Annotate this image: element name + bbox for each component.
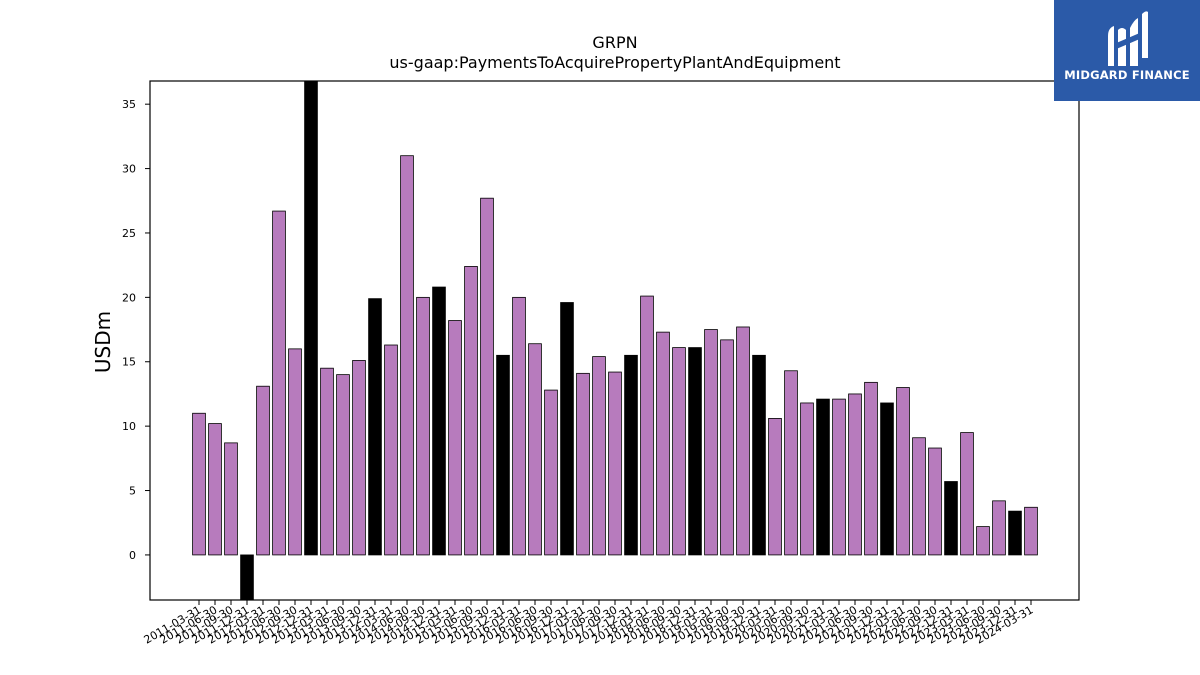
bar bbox=[624, 354, 638, 556]
bar bbox=[896, 387, 910, 556]
bar bbox=[1008, 510, 1022, 556]
y-tick-label: 35 bbox=[122, 98, 136, 111]
x-ticks-group: 2011-03-312011-06-302011-09-302011-12-31… bbox=[142, 600, 1036, 647]
bar bbox=[336, 374, 350, 556]
bar bbox=[288, 348, 302, 556]
bar bbox=[272, 210, 286, 556]
y-tick-label: 20 bbox=[122, 291, 136, 304]
bar bbox=[512, 296, 526, 556]
bar bbox=[800, 402, 814, 556]
bar bbox=[256, 385, 270, 556]
bar bbox=[576, 372, 590, 556]
bar bbox=[416, 296, 430, 556]
y-ticks-group: 0 5 10 15 20 25 30 35 bbox=[122, 98, 150, 562]
bar bbox=[752, 354, 766, 556]
bar bbox=[816, 398, 830, 556]
bar bbox=[432, 286, 446, 556]
bar bbox=[784, 370, 798, 556]
bar bbox=[848, 393, 862, 556]
bar bbox=[224, 442, 238, 556]
bar bbox=[304, 80, 318, 556]
brand-logo: MIDGARD FINANCE bbox=[1054, 0, 1200, 101]
bars-group bbox=[192, 80, 1038, 601]
bar bbox=[384, 344, 398, 556]
y-tick-label: 15 bbox=[122, 356, 136, 369]
bar bbox=[960, 432, 974, 556]
bar bbox=[928, 447, 942, 556]
plot-frame bbox=[149, 80, 1080, 601]
bar bbox=[496, 354, 510, 556]
bar bbox=[656, 331, 670, 556]
chart-subtitle: us-gaap:PaymentsToAcquirePropertyPlantAn… bbox=[389, 53, 840, 72]
y-tick-label: 5 bbox=[129, 485, 136, 498]
y-tick-label: 25 bbox=[122, 227, 136, 240]
bar bbox=[864, 381, 878, 556]
bar bbox=[912, 437, 926, 556]
bar bbox=[1024, 506, 1038, 556]
bar bbox=[480, 197, 494, 556]
bar bbox=[528, 343, 542, 556]
brand-name: MIDGARD FINANCE bbox=[1064, 68, 1190, 82]
bar bbox=[240, 554, 254, 601]
bar bbox=[208, 423, 222, 556]
bar bbox=[560, 302, 574, 556]
bar bbox=[976, 526, 990, 556]
bar bbox=[592, 356, 606, 556]
chart-title: GRPN bbox=[592, 33, 637, 52]
bar bbox=[704, 329, 718, 556]
bar bbox=[400, 155, 414, 556]
bar bbox=[608, 371, 622, 556]
bar bbox=[640, 295, 654, 556]
bar bbox=[672, 347, 686, 556]
bar bbox=[448, 320, 462, 556]
bar bbox=[368, 298, 382, 556]
bar bbox=[464, 266, 478, 556]
y-tick-label: 0 bbox=[129, 549, 136, 562]
bar bbox=[320, 367, 334, 556]
bar bbox=[688, 347, 702, 556]
bar bbox=[992, 500, 1006, 556]
bar bbox=[832, 398, 846, 556]
midgard-logo-icon bbox=[1108, 11, 1148, 66]
bar bbox=[544, 389, 558, 556]
bar bbox=[192, 412, 206, 556]
y-tick-label: 30 bbox=[122, 163, 136, 176]
bar bbox=[768, 418, 782, 556]
bar bbox=[720, 339, 734, 556]
y-tick-label: 10 bbox=[122, 420, 136, 433]
bar bbox=[352, 360, 366, 556]
bar bbox=[880, 402, 894, 556]
y-axis-label: USDm bbox=[91, 311, 115, 373]
bar bbox=[944, 481, 958, 556]
bar bbox=[736, 326, 750, 556]
